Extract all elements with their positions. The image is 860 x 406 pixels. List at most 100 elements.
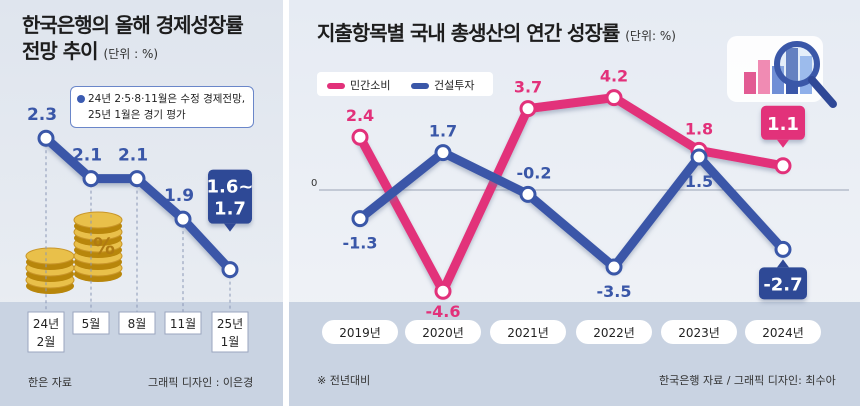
data-point: [37, 129, 55, 147]
category-pill: [405, 320, 481, 344]
right-axis-band: [289, 302, 860, 406]
data-point: [690, 148, 708, 166]
zero-label: 0: [311, 178, 317, 189]
x-tick-label: 1월: [221, 335, 240, 349]
left-designer: 그래픽 디자인 : 이은경: [148, 376, 254, 389]
highlight-box: [761, 105, 805, 140]
highlight-pointer: [777, 259, 789, 268]
category-pill: [745, 320, 821, 344]
x-tick-label: 2월: [37, 335, 56, 349]
note-line2: 25년 1월은 경기 평가: [88, 109, 186, 121]
x-tick-label: 2021년: [507, 326, 549, 340]
right-footnote: ※ 전년대비: [317, 374, 371, 387]
legend: 민간소비 건설투자: [317, 72, 493, 96]
data-point: [174, 210, 192, 228]
highlight-pointer: [224, 223, 236, 232]
data-point: [434, 282, 452, 300]
category-pill: [490, 320, 566, 344]
category-box: [27, 311, 65, 353]
x-tick-label: 2020년: [422, 326, 464, 340]
right-panel: 지출항목별 국내 총생산의 연간 성장률 (단위: %) 0 2.4 -4.6 3.7…: [289, 0, 860, 406]
series-line-0: [355, 93, 788, 296]
data-label: 2.3: [27, 105, 57, 125]
category-pill: [322, 320, 398, 344]
data-label: 1.1: [767, 114, 799, 135]
x-tick-label: 8월: [128, 317, 147, 331]
data-label: 2.1: [118, 146, 148, 166]
x-tick-label: 2022년: [593, 326, 635, 340]
data-label: -4.6: [426, 302, 461, 321]
legend-swatch-blue: [411, 83, 429, 89]
data-label: 1.5: [685, 172, 713, 191]
x-tick-label: 5월: [82, 317, 101, 331]
data-point: [351, 210, 369, 228]
legend-item-construction: 건설투자: [411, 77, 474, 93]
data-point: [519, 185, 537, 203]
category-box: [72, 311, 110, 335]
category-pill: [576, 320, 652, 344]
x-tick-label: 11월: [170, 317, 196, 331]
x-tick-label: 2023년: [678, 326, 720, 340]
data-label: 2.4: [346, 106, 374, 125]
data-point: [519, 100, 537, 118]
highlight-box: [208, 169, 252, 224]
data-label: -0.2: [517, 163, 552, 182]
coin-icon: [25, 247, 75, 265]
data-point: [605, 258, 623, 276]
left-title-line2: 전망 추이: [22, 39, 99, 63]
left-unit: (단위 : %): [103, 47, 159, 61]
data-label: 1.8: [685, 119, 713, 138]
x-tick-label: 2024년: [762, 326, 804, 340]
data-label: -2.7: [763, 274, 802, 295]
note-line1: 24년 2·5·8·11월은 수정 경제전망,: [88, 93, 246, 105]
right-line-chart: 0 2.4 -4.6 3.7 4.2 1.8 1.1 -1.3 1.7 -0.2 -3.5 1.5 -2…: [311, 36, 849, 344]
category-box: [211, 311, 249, 353]
data-point: [351, 128, 369, 146]
data-point: [221, 261, 239, 279]
data-label: -3.5: [597, 282, 632, 301]
magnifier-handle-icon: [808, 76, 837, 108]
category-pill: [661, 320, 737, 344]
right-source: 한국은행 자료 / 그래픽 디자인: 최수아: [659, 374, 836, 387]
highlight-box: [759, 267, 807, 300]
data-label: 3.7: [514, 78, 542, 97]
legend-label-consumption: 민간소비: [350, 79, 391, 92]
left-title: 한국은행의 올해 경제성장률 전망 추이 (단위 : %): [22, 12, 244, 67]
panel-divider: [283, 0, 289, 406]
note-bullet-icon: [77, 95, 85, 103]
left-title-line1: 한국은행의 올해 경제성장률: [22, 13, 244, 37]
report-bar-icon: [758, 60, 770, 94]
series-line-1: [355, 148, 788, 272]
x-tick-label: 2019년: [339, 326, 381, 340]
category-box: [118, 311, 156, 335]
data-point: [774, 157, 792, 175]
data-label: 4.2: [600, 67, 628, 86]
data-label: -1.3: [343, 234, 378, 253]
x-tick-label: 25년: [217, 317, 243, 331]
data-point: [605, 89, 623, 107]
category-box: [164, 311, 202, 335]
left-panel: 한국은행의 올해 경제성장률 전망 추이 (단위 : %) % 2.3 2.1 2.1…: [0, 0, 283, 406]
legend-item-consumption: 민간소비: [327, 77, 390, 93]
right-title-text: 지출항목별 국내 총생산의 연간 성장률: [317, 21, 620, 45]
left-line-chart: % 2.3 2.1 2.1 1.9 1.6~1.7 24년 2월 5월 8월 11월 25년 1월: [25, 105, 254, 353]
report-bar-icon: [744, 72, 756, 94]
data-label: 1.6~: [207, 177, 254, 198]
right-title: 지출항목별 국내 총생산의 연간 성장률 (단위: %): [317, 20, 676, 49]
data-label: 1.7: [429, 122, 457, 141]
data-point: [128, 170, 146, 188]
left-source: 한은 자료: [28, 376, 72, 389]
coin-percent-icon: %: [93, 235, 115, 260]
data-label: 2.1: [72, 146, 102, 166]
data-point: [82, 170, 100, 188]
data-point: [774, 240, 792, 258]
data-label: 1.7: [214, 199, 246, 220]
coin-icon: [73, 211, 123, 229]
x-tick-label: 24년: [33, 317, 59, 331]
right-unit: (단위: %): [625, 29, 676, 43]
data-point: [434, 144, 452, 162]
left-note: 24년 2·5·8·11월은 수정 경제전망, 25년 1월은 경기 평가: [70, 86, 254, 128]
legend-swatch-pink: [327, 83, 345, 89]
magnifier-icon: [774, 41, 820, 87]
data-label: 1.9: [164, 186, 194, 206]
